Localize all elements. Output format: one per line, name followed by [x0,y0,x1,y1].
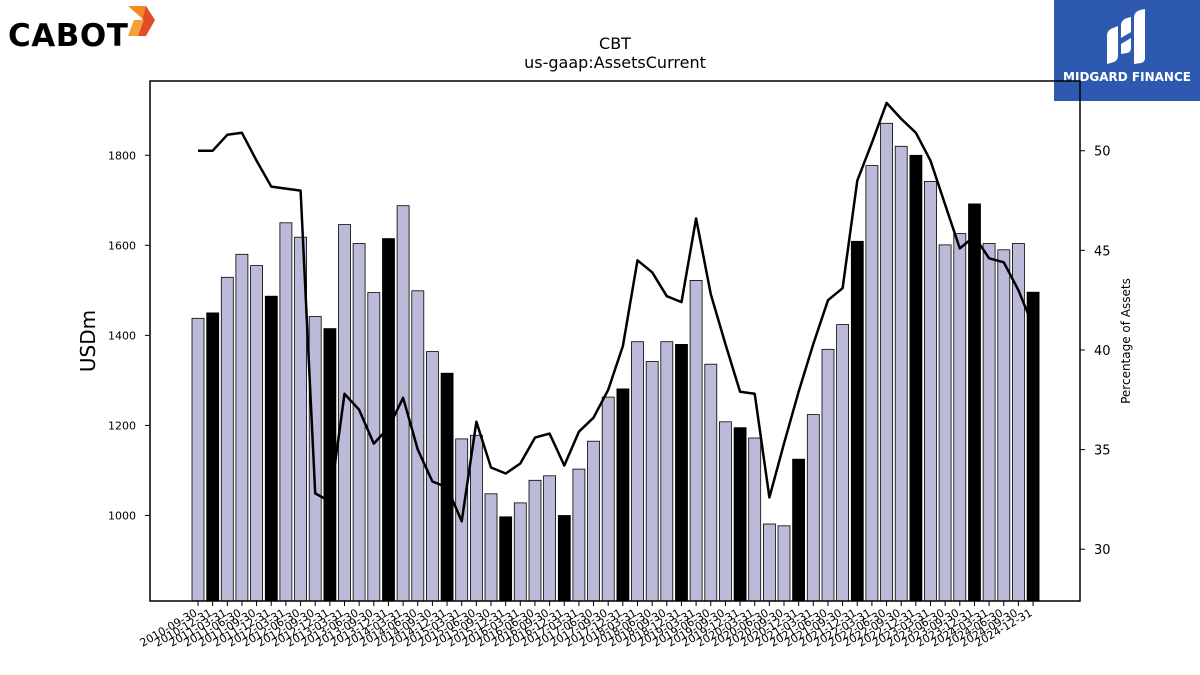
bar [616,388,630,602]
bar [206,312,220,602]
bar [264,295,278,602]
bar [733,427,747,602]
cabot-flame-icon [128,6,155,36]
plot-frame [149,80,1081,602]
bar [220,276,234,602]
bar [806,414,820,602]
bar [396,205,410,602]
bar [792,458,805,602]
y-tick-label: 1800 [108,149,136,162]
bar [235,253,249,602]
bar [645,361,659,602]
midgard-mark-icon [1107,9,1145,64]
y2-axis-label: Percentage of Assets [1119,278,1133,404]
y-tick-label: 1600 [108,239,136,252]
bar [821,348,835,602]
line-layer [198,101,1035,523]
bar [850,240,864,602]
bar [1012,243,1025,602]
bar [660,341,674,602]
y2-tick-label: 50 [1094,145,1111,160]
bar [763,523,776,602]
cabot-logo: CABOT [4,6,164,56]
bar [250,265,264,602]
y2-tick-label: 45 [1094,244,1111,259]
y-axis: 1000 1200 1400 1600 1800 [108,149,150,522]
y2-tick-label: 35 [1094,444,1111,459]
bar [543,475,556,602]
bar [953,233,967,602]
bar [367,292,381,602]
bar [836,324,849,602]
bar [924,180,937,602]
bar-group [191,122,1040,602]
midgard-finance-logo: MIDGARD FINANCE [1054,0,1200,101]
chart-title: CBT [599,34,631,53]
y-tick-label: 1000 [108,509,136,522]
bar [308,316,322,602]
bar [469,434,483,602]
y2-axis: 30 35 40 45 50 [1080,145,1111,558]
cabot-logo-text: CABOT [8,18,129,54]
bar [484,493,498,602]
bar [279,222,293,602]
y2-tick-label: 30 [1094,543,1111,558]
bar [338,224,351,602]
bar [499,516,513,602]
y-tick-label: 1200 [108,419,136,432]
percentage-line [198,101,1035,523]
midgard-logo-text: MIDGARD FINANCE [1063,70,1191,84]
bar [982,243,996,602]
bar [425,351,439,602]
x-axis: 2010-09-302010-12-312011-03-312011-06-30… [138,601,1035,650]
bar [968,203,981,602]
bar [631,341,644,602]
bar [865,165,879,602]
bar [894,145,908,602]
y2-tick-label: 40 [1094,344,1111,359]
bar [704,363,718,602]
bar [938,244,952,602]
y-tick-label: 1400 [108,329,136,342]
bar [528,479,542,602]
bar [719,421,732,602]
bar [191,317,205,602]
bar [880,122,893,602]
bar [557,515,571,602]
y-axis-label: USDm [76,310,100,372]
bar [997,249,1011,602]
bar [909,154,923,602]
bar [748,437,762,602]
bar [601,396,615,602]
bar [572,468,586,602]
bar [1026,291,1040,602]
chart-subtitle: us-gaap:AssetsCurrent [524,53,706,72]
bar [675,343,688,602]
bar [513,502,527,602]
bar [777,525,791,602]
bar [587,440,600,602]
bar [689,279,703,602]
